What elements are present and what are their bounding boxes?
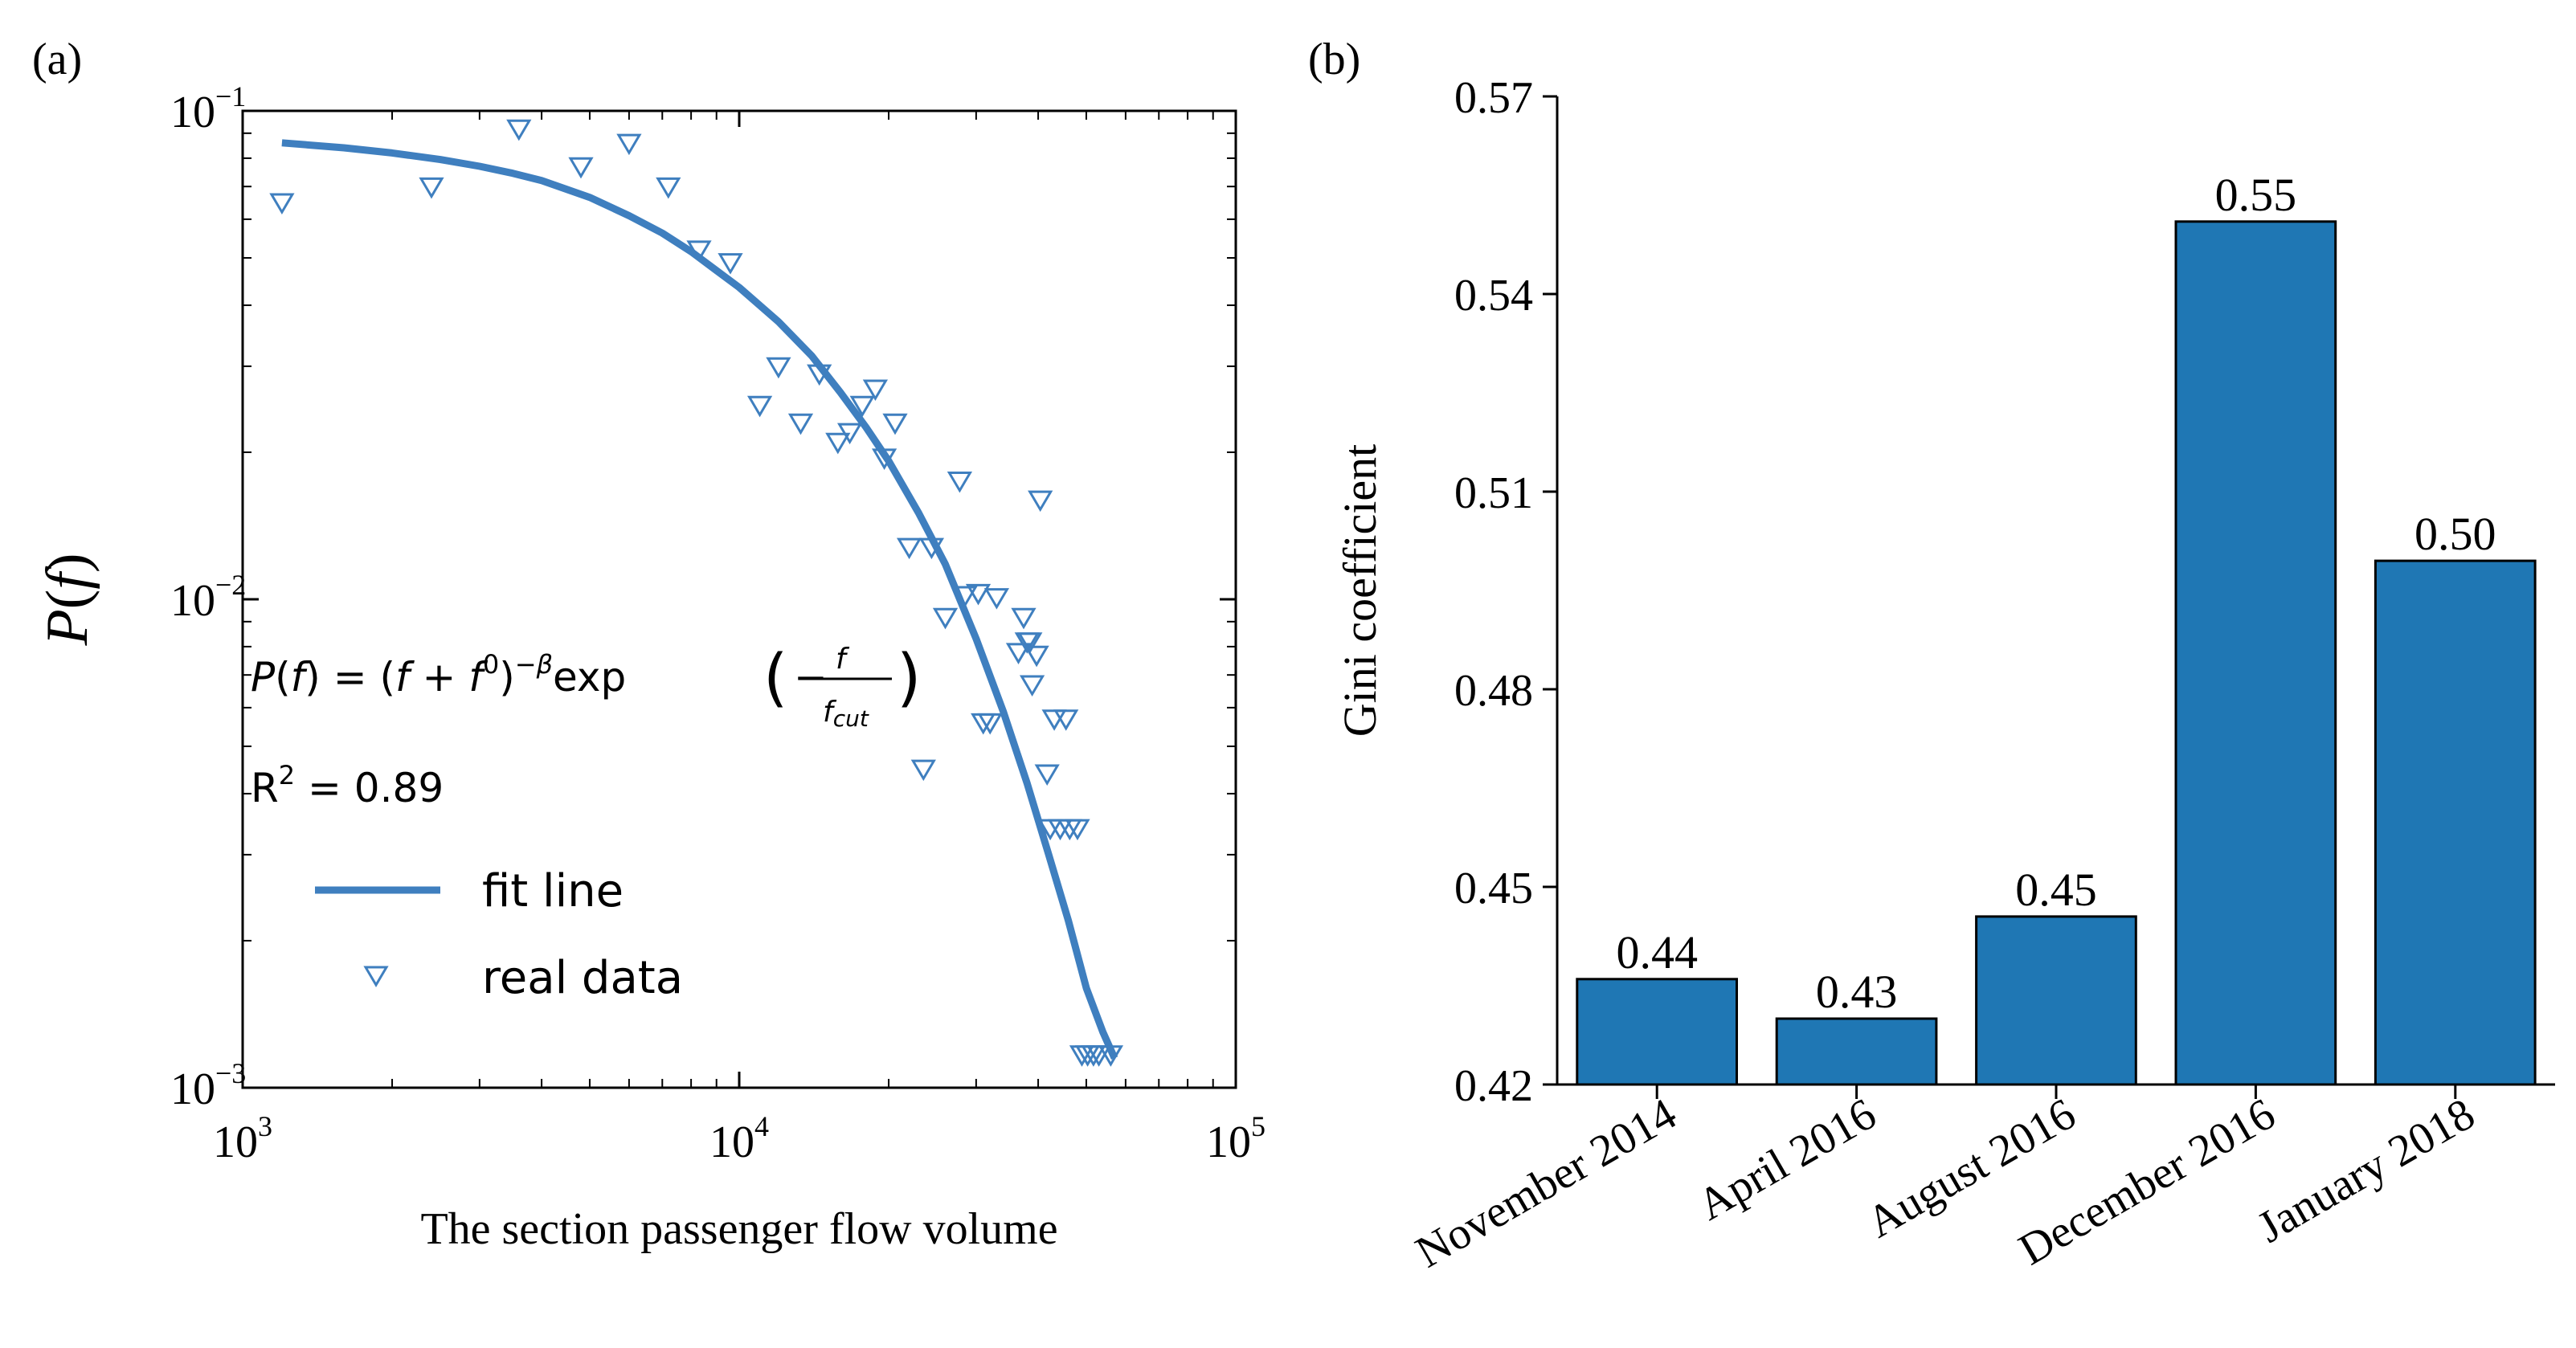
data-point-marker <box>766 357 791 379</box>
data-point-marker <box>910 759 936 782</box>
legend-fit-line-label: fit line <box>482 865 624 917</box>
xtick-category-label: November 2014 <box>1408 1089 1685 1278</box>
panel-a-ytick-label: 10−2 <box>170 569 246 626</box>
panel-a-loglog-plot: (a) 103 104 105 10−3 10−2 10−1 T <box>32 35 1266 1254</box>
data-point-marker <box>977 713 1003 735</box>
bar-value-label: 0.55 <box>2215 169 2297 221</box>
svg-text:(: ( <box>763 642 787 714</box>
data-point-marker <box>568 157 594 179</box>
panel-b-label: (b) <box>1308 35 1360 84</box>
data-point-marker <box>983 588 1010 610</box>
panel-b-yaxis: 0.42 0.45 0.48 0.51 0.54 0.57 <box>1454 73 1557 1111</box>
data-point-marker <box>787 413 814 435</box>
ytick-label: 0.54 <box>1454 271 1533 321</box>
panel-b-ylabel: Gini coefficient <box>1334 444 1386 737</box>
bar-value-label: 0.44 <box>1616 926 1698 978</box>
data-point-marker <box>947 472 973 493</box>
data-point-marker <box>862 379 889 402</box>
xtick-category-label: January 2018 <box>2249 1089 2483 1253</box>
ytick-label: 0.57 <box>1454 73 1533 123</box>
legend-real-data-label: real data <box>482 952 683 1004</box>
svg-text:P(f) = (f + f0)−βexp: P(f) = (f + f0)−βexp <box>251 649 626 701</box>
data-point-marker <box>952 586 978 608</box>
data-point-marker <box>686 240 712 262</box>
data-point-marker <box>1011 607 1037 630</box>
data-point-marker <box>882 413 908 435</box>
fit-formula: P(f) = (f + f0)−βexp ( − f fcut ) <box>251 642 921 732</box>
svg-text:fcut: fcut <box>823 696 869 732</box>
data-point-marker <box>965 583 992 606</box>
bar <box>2374 559 2537 1086</box>
real-data-series <box>269 119 1124 1067</box>
data-point-marker <box>849 395 875 418</box>
panel-a-minor-ticks <box>243 111 1236 1088</box>
panel-a-xtick-label: 104 <box>709 1110 769 1167</box>
bar <box>2174 220 2337 1086</box>
data-point-marker <box>1005 643 1032 664</box>
r-squared-annotation: R2 = 0.89 <box>251 760 444 811</box>
fit-line <box>281 139 1118 1060</box>
ytick-label: 0.42 <box>1454 1061 1533 1111</box>
svg-text:−: − <box>794 654 828 701</box>
bar-value-label: 0.43 <box>1816 966 1898 1018</box>
data-point-marker <box>419 177 444 199</box>
data-point-marker <box>1017 632 1043 654</box>
data-point-marker <box>825 432 851 455</box>
ytick-label: 0.45 <box>1454 864 1533 913</box>
fit-line-series <box>281 139 1118 1060</box>
ytick-label: 0.48 <box>1454 666 1533 716</box>
data-point-marker <box>718 253 743 275</box>
panel-b-bar-chart: (b) 0.42 0.45 0.48 0.51 0.54 0.57 0.44 Novembe… <box>1308 35 2555 1277</box>
data-point-marker <box>616 133 642 156</box>
svg-text:P(f): P(f) <box>35 553 100 646</box>
data-point-marker <box>1028 490 1053 513</box>
data-point-marker <box>871 448 898 470</box>
panel-a-ytick-label: 10−1 <box>170 80 246 137</box>
panel-a-ylabel: P(f) <box>35 553 100 646</box>
data-point-marker <box>807 364 832 386</box>
data-point-marker <box>1024 645 1049 668</box>
ytick-label: 0.51 <box>1454 468 1533 518</box>
panel-a-ytick-label: 10−3 <box>170 1057 246 1114</box>
data-point-marker <box>932 607 959 630</box>
data-point-marker <box>746 395 773 418</box>
panel-a-label: (a) <box>32 35 82 84</box>
data-point-marker <box>1086 1045 1112 1067</box>
data-point-marker <box>1098 1045 1124 1067</box>
panel-a-major-ticks <box>241 109 1237 1089</box>
data-point-marker <box>1053 709 1079 731</box>
panel-a-xtick-label: 105 <box>1206 1110 1266 1167</box>
panel-a-xlabel: The section passenger flow volume <box>420 1204 1057 1254</box>
xtick-category-label: April 2016 <box>1690 1089 1884 1231</box>
bar <box>1775 1017 1938 1086</box>
svg-text:Gini coefficient: Gini coefficient <box>1334 444 1386 737</box>
svg-text:): ) <box>897 642 921 714</box>
data-point-marker <box>1065 819 1090 841</box>
data-point-marker <box>269 193 295 215</box>
data-point-marker <box>506 119 532 141</box>
bar <box>1975 915 2137 1086</box>
data-point-marker <box>836 423 863 445</box>
legend-real-data-marker <box>363 966 389 987</box>
data-point-marker <box>896 537 922 560</box>
data-point-marker <box>1034 764 1060 786</box>
bar-value-label: 0.50 <box>2414 508 2496 560</box>
panel-a-legend: fit line real data <box>315 865 683 1004</box>
svg-text:f: f <box>836 643 850 676</box>
data-point-marker <box>918 537 945 560</box>
bar-value-label: 0.45 <box>2015 864 2097 916</box>
data-point-marker <box>1019 675 1045 697</box>
panel-a-xtick-label: 103 <box>213 1110 272 1167</box>
bar <box>1576 978 1739 1086</box>
data-point-marker <box>656 177 681 199</box>
